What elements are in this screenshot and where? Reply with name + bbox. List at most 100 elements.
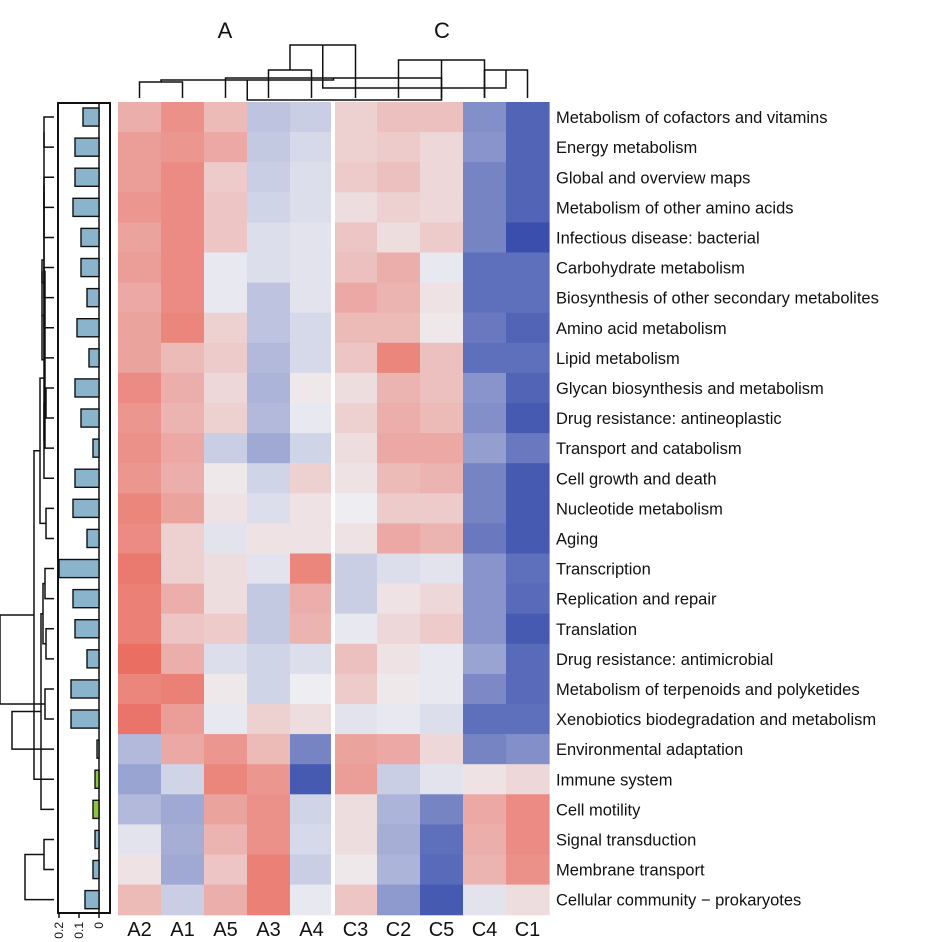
heatmap-cell xyxy=(334,222,378,254)
heatmap-cell xyxy=(247,493,291,524)
heatmap-cell xyxy=(377,132,421,163)
heatmap-cell xyxy=(334,312,378,344)
heatmap-cell xyxy=(204,734,248,765)
column-labels: A2 A1 A5 A3 A4 C3 C2 C5 C4 C1 xyxy=(127,919,540,941)
row-label: Carbohydrate metabolism xyxy=(556,260,745,278)
row-bar xyxy=(74,378,100,398)
heatmap-cell xyxy=(377,673,421,705)
heatmap-cell xyxy=(377,282,421,314)
heatmap-cell xyxy=(161,433,205,464)
heatmap-cell xyxy=(506,162,550,193)
heatmap-cell xyxy=(247,613,291,645)
heatmap-cell xyxy=(247,342,291,374)
heatmap-cell xyxy=(204,132,248,163)
row-label: Global and overview maps xyxy=(556,169,750,187)
heatmap-cell xyxy=(118,252,162,284)
column-label: C3 xyxy=(343,919,369,941)
heatmap-cell xyxy=(420,523,464,555)
heatmap-cell xyxy=(204,704,248,735)
heatmap-cell xyxy=(463,523,507,555)
heatmap-cell xyxy=(334,824,378,856)
heatmap-cell xyxy=(290,764,334,795)
heatmap-cell xyxy=(420,824,464,856)
heatmap-cell xyxy=(161,854,205,886)
heatmap-cell xyxy=(463,192,507,223)
heatmap-cell xyxy=(420,282,464,314)
heatmap-cell xyxy=(334,613,378,645)
column-dendrogram xyxy=(138,44,529,101)
heatmap-cell xyxy=(290,132,334,163)
heatmap-cell xyxy=(118,433,162,464)
heatmap-cell xyxy=(377,312,421,344)
heatmap-cell xyxy=(506,433,550,464)
heatmap-cell xyxy=(334,523,378,555)
heatmap-cell xyxy=(334,764,378,795)
heatmap-cell xyxy=(290,192,334,223)
heatmap-cell xyxy=(290,403,334,434)
row-label: Lipid metabolism xyxy=(556,350,680,368)
heatmap-cell xyxy=(334,463,378,494)
row-label: Transcription xyxy=(556,561,651,579)
heatmap-cell xyxy=(334,433,378,464)
heatmap-cell xyxy=(463,132,507,163)
heatmap-cell xyxy=(204,794,248,825)
heatmap-cell xyxy=(247,312,291,344)
heatmap-cell xyxy=(463,252,507,284)
heatmap-cell xyxy=(420,463,464,494)
column-label: C5 xyxy=(429,919,455,941)
row-labels: Metabolism of cofactors and vitamins Ener… xyxy=(556,109,879,910)
heatmap-cell xyxy=(161,673,205,705)
heatmap-cell xyxy=(463,583,507,615)
heatmap-cell xyxy=(463,282,507,314)
row-label: Environmental adaptation xyxy=(556,741,743,759)
heatmap-cell xyxy=(290,824,334,856)
row-bar xyxy=(80,408,100,428)
heatmap-cell xyxy=(334,643,378,675)
row-bar xyxy=(76,318,100,338)
heatmap-cell xyxy=(377,222,421,254)
dendrogram-link xyxy=(44,567,54,600)
row-bar xyxy=(86,287,100,308)
heatmap-cell xyxy=(118,102,162,133)
bar-axis-tick-label: 0.1 xyxy=(72,922,86,939)
heatmap-cell xyxy=(506,824,550,856)
heatmap-cell xyxy=(161,222,205,254)
heatmap-cell xyxy=(463,372,507,404)
heatmap-cell xyxy=(247,372,291,404)
heatmap-cell xyxy=(377,102,421,133)
heatmap-cell xyxy=(118,162,162,193)
heatmap-cell xyxy=(506,643,550,675)
heatmap-cell xyxy=(247,673,291,705)
heatmap-cell xyxy=(377,643,421,675)
heatmap-cell xyxy=(377,824,421,856)
heatmap-cell xyxy=(161,613,205,645)
heatmap-cell xyxy=(334,192,378,223)
row-label: Replication and repair xyxy=(556,591,717,609)
heatmap-cell xyxy=(247,132,291,163)
heatmap-cell xyxy=(118,643,162,675)
heatmap-cell xyxy=(118,704,162,735)
heatmap-cell xyxy=(420,583,464,615)
heatmap-cell xyxy=(247,764,291,795)
heatmap-cell xyxy=(377,884,421,916)
row-bar xyxy=(80,227,100,248)
heatmap-cell xyxy=(463,884,507,916)
bar-axis: 0.2 0.1 0 xyxy=(52,912,110,939)
heatmap-cell xyxy=(204,222,248,254)
heatmap-cell xyxy=(118,372,162,404)
heatmap-cell xyxy=(247,523,291,555)
heatmap-cell xyxy=(118,824,162,856)
heatmap-cell xyxy=(118,613,162,645)
heatmap-cell xyxy=(247,433,291,464)
row-bar xyxy=(96,739,100,759)
row-label: Cell growth and death xyxy=(556,470,717,488)
heatmap-cell xyxy=(506,673,550,705)
heatmap-cell xyxy=(420,192,464,223)
heatmap-cell xyxy=(463,764,507,795)
heatmap-cell xyxy=(463,854,507,886)
heatmap-cell xyxy=(204,493,248,524)
heatmap-cell xyxy=(247,824,291,856)
group-label-a: A xyxy=(218,18,233,43)
heatmap-cell xyxy=(420,493,464,524)
heatmap-cell xyxy=(247,854,291,886)
